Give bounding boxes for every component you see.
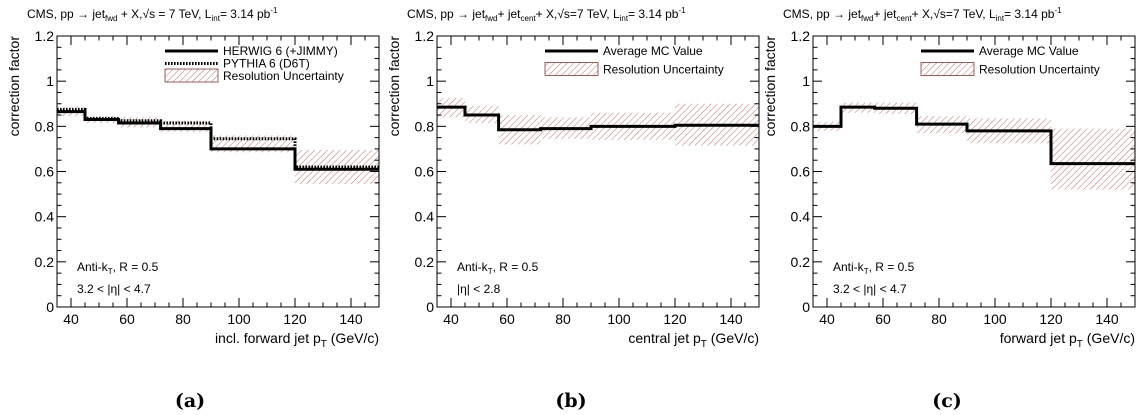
x-axis-label: incl. forward jet pT (GeV/c) [215, 330, 379, 350]
eta-annotation: 3.2 < |η| < 4.7 [833, 282, 907, 296]
y-tick-label: 1 [46, 73, 54, 89]
chart-title: CMS, pp → jetfwd + X,√s = 7 TeV, Lint= 3… [27, 6, 278, 23]
series-line [813, 105, 1135, 166]
eta-annotation: 3.2 < |η| < 4.7 [77, 282, 151, 296]
x-tick-label: 100 [227, 311, 251, 327]
chart-title: CMS, pp → jetfwd+ jetcent+ X,√s=7 TeV, L… [407, 6, 686, 23]
panel-caption: (b) [555, 390, 586, 412]
x-tick-label: 140 [719, 311, 743, 327]
panel-3: 40 60 80 100 120 140 0 0.2 0.4 0.6 0.8 1 1.2 correcti… [762, 6, 1136, 412]
x-tick-label: 120 [283, 311, 307, 327]
y-tick-label: 0.2 [791, 254, 811, 270]
x-tick-label: 120 [663, 311, 687, 327]
legend-band-marker [920, 62, 975, 76]
y-tick-label: 1.2 [415, 28, 435, 44]
x-tick-label: 80 [931, 311, 947, 327]
y-axis-label: correction factor [386, 36, 402, 137]
series-line [437, 105, 759, 132]
legend-band-marker [544, 62, 599, 76]
x-axis-label: central jet pT (GeV/c) [628, 330, 759, 350]
y-tick-label: 1 [426, 73, 434, 89]
x-axis-label: forward jet pT (GeV/c) [1000, 330, 1135, 350]
legend-entry: HERWIG 6 (+JIMMY) [223, 44, 338, 58]
eta-annotation: |η| < 2.8 [457, 282, 501, 296]
legend-entry: Resolution Uncertainty [603, 63, 724, 77]
y-axis-label: correction factor [762, 36, 778, 137]
y-tick-label: 0 [426, 299, 434, 315]
algo-annotation: Anti-kT, R = 0.5 [457, 260, 539, 276]
chart-title: CMS, pp → jetfwd+ jetcent+ X,√s=7 TeV, L… [783, 6, 1062, 23]
x-tick-label: 40 [63, 311, 79, 327]
y-tick-label: 0.2 [415, 254, 435, 270]
y-tick-label: 0.4 [791, 209, 811, 225]
x-tick-label: 80 [555, 311, 571, 327]
x-tick-label: 60 [119, 311, 135, 327]
y-axis-label: correction factor [6, 36, 22, 137]
y-tick-label: 0.8 [35, 118, 55, 134]
panel-2: 40 60 80 100 120 140 0 0.2 0.4 0.6 0.8 1 1.2 correcti… [386, 6, 760, 412]
y-tick-label: 0.6 [415, 164, 435, 180]
y-tick-label: 0 [802, 299, 810, 315]
series-line [57, 107, 379, 169]
legend-entry: PYTHIA 6 (D6T) [223, 57, 310, 71]
y-tick-label: 0 [46, 299, 54, 315]
y-tick-label: 1.2 [35, 28, 55, 44]
x-tick-label: 140 [1095, 311, 1119, 327]
y-tick-label: 0.4 [35, 209, 55, 225]
y-tick-label: 1.2 [791, 28, 811, 44]
band-bin [1051, 128, 1135, 190]
x-tick-label: 60 [499, 311, 515, 327]
y-tick-label: 0.2 [35, 254, 55, 270]
y-tick-label: 0.6 [791, 164, 811, 180]
legend-entry: Average MC Value [979, 44, 1079, 58]
x-tick-label: 100 [607, 311, 631, 327]
x-tick-label: 120 [1039, 311, 1063, 327]
y-tick-label: 0.6 [35, 164, 55, 180]
x-tick-label: 100 [983, 311, 1007, 327]
y-tick-label: 1 [802, 73, 810, 89]
x-tick-label: 60 [875, 311, 891, 327]
y-tick-label: 0.4 [415, 209, 435, 225]
algo-annotation: Anti-kT, R = 0.5 [833, 260, 915, 276]
legend-entry: Resolution Uncertainty [979, 63, 1100, 77]
panel-caption: (a) [175, 390, 205, 412]
x-tick-label: 40 [443, 311, 459, 327]
panel-caption: (c) [932, 390, 962, 412]
legend-band-marker [164, 68, 219, 83]
band-bin [160, 120, 211, 132]
legend-entry: Resolution Uncertainty [223, 69, 344, 83]
x-tick-label: 140 [339, 311, 363, 327]
y-tick-label: 0.8 [415, 118, 435, 134]
x-tick-label: 80 [175, 311, 191, 327]
algo-annotation: Anti-kT, R = 0.5 [77, 260, 159, 276]
x-tick-label: 40 [819, 311, 835, 327]
panel-1: 40 60 80 100 120 140 0 0.2 0.4 0.6 0.8 1 1.2 correcti… [6, 6, 380, 412]
legend-entry: Average MC Value [603, 44, 703, 58]
y-tick-label: 0.8 [791, 118, 811, 134]
